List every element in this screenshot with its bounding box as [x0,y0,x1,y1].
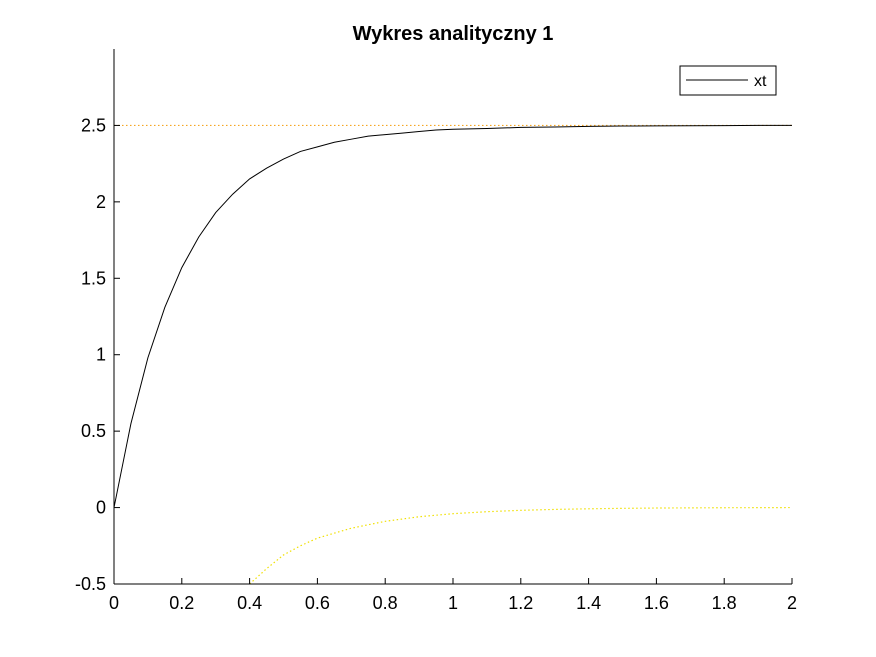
legend-entry-label: xt [754,73,767,90]
x-tick-label: 1.6 [644,593,669,613]
x-tick-label: 0.6 [305,593,330,613]
x-tick-label: 1.4 [576,593,601,613]
series-layer [113,124,793,585]
x-tick-label: 0.4 [237,593,262,613]
x-tick-label: 1.2 [508,593,533,613]
series-line-xt [113,124,792,508]
y-tick-label: 1 [96,345,106,365]
y-tick-label: 2.5 [81,115,106,135]
y-tick-label: 1.5 [81,268,106,288]
y-tick-label: 0.5 [81,421,106,441]
y-tick-label: -0.5 [75,574,106,594]
x-tick-label: 0.2 [169,593,194,613]
y-tick-label: 0 [96,498,106,518]
x-tick-label: 0.8 [373,593,398,613]
x-tick-label: 0 [109,593,119,613]
ticks-layer: 0 0.2 0.4 0.6 0.8 1 1.2 1.4 1.6 1.8 2-0.500.511.52… [75,115,797,613]
y-tick-label: 2 [96,192,106,212]
legend: xt [679,65,777,96]
chart-title: Wykres analityczny 1 [353,23,554,45]
x-tick-label: 1.8 [712,593,737,613]
x-tick-label: 1 [448,593,458,613]
x-tick-label: 2 [787,593,797,613]
